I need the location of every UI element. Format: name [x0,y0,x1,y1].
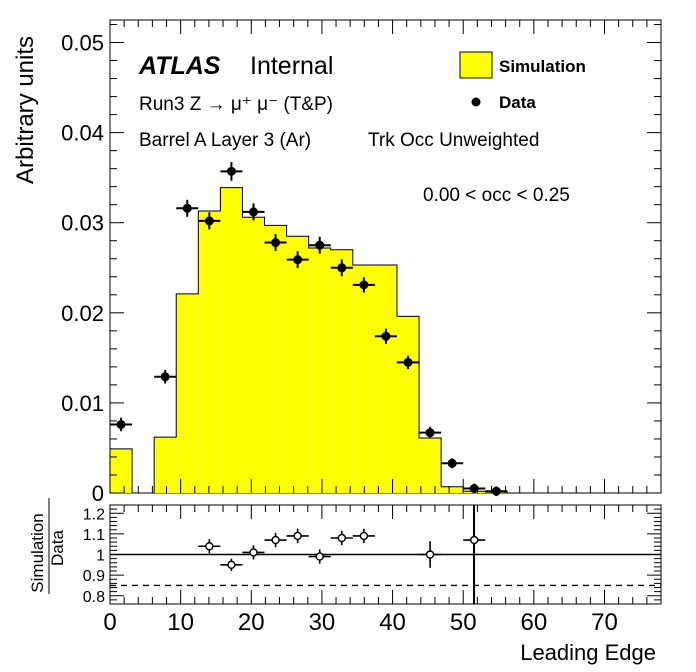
legend-swatch-simulation [459,51,493,79]
ratio-point [271,535,280,545]
simulation-bar [264,225,287,493]
data-point [425,428,435,438]
simulation-bar [330,249,353,493]
ratio-y-tick-label: 0.9 [83,568,105,585]
y-tick-label: 0.05 [61,31,104,56]
simulation-bar [220,187,243,493]
ratio-point [293,531,302,541]
x-tick-label: 50 [450,609,477,636]
data-point [337,263,347,273]
simulation-bar [198,211,221,494]
simulation-bar [308,247,331,493]
ratio-panel-axes: 0.8 0.9 1 1.1 1.2 0 10 20 30 40 50 60 70 [83,505,662,636]
weighting-label: Trk Occ Unweighted [368,130,539,151]
ratio-point [315,552,324,561]
x-tick-label: 20 [238,609,265,636]
ratio-point [425,550,435,559]
y-tick-label: 0.01 [61,391,104,416]
simulation-outline [109,187,508,494]
x-tick-label: 60 [520,609,547,636]
ratio-point [205,542,214,551]
ratio-point [470,535,479,545]
simulation-bar [242,217,265,493]
data-point [226,166,236,176]
ratio-point [249,548,258,557]
simulation-bar [352,265,375,493]
data-point [248,207,258,217]
y-tick-label: 0.02 [61,301,104,326]
process-label: Run3 Z → μ⁺ μ⁻ (T&P) [139,94,333,115]
ratio-y-tick-label: 0.8 [83,589,105,606]
data-point [381,331,391,341]
data-point [359,280,369,290]
ratio-y-tick-label: 1 [96,548,105,565]
atlas-label: ATLAS [138,52,221,80]
data-point [271,238,281,248]
main-panel-marks [109,161,508,497]
ratio-point [337,533,346,543]
simulation-bar [176,293,199,493]
data-point [116,420,126,430]
region-label: Barrel A Layer 3 (Ar) [139,130,311,151]
data-point [491,486,501,496]
simulation-bar [110,448,133,493]
x-tick-label: 10 [167,609,194,636]
simulation-bar [441,486,464,493]
legend: Simulation Data [459,51,586,112]
x-axis-title: Leading Edge [520,640,656,665]
data-point [293,255,303,265]
ratio-panel-marks [110,505,661,604]
data-point [204,216,214,226]
simulation-bar [374,265,397,493]
x-tick-label: 0 [103,609,116,636]
ratio-point [227,560,236,570]
data-point [403,357,413,367]
data-point [315,240,325,250]
y-tick-label: 0.03 [61,211,104,236]
simulation-bar [419,438,442,493]
data-point [182,203,192,213]
occupancy-label: 0.00 < occ < 0.25 [423,185,570,206]
simulation-bar [286,236,309,493]
ratio-y-numerator: Simulation [28,513,47,592]
ratio-point [359,531,369,541]
data-point [160,372,170,382]
main-panel-axes: 0 0.01 0.02 0.03 0.04 0.05 [61,20,662,506]
simulation-bar [154,437,177,493]
legend-label-simulation: Simulation [499,57,586,76]
x-tick-label: 30 [309,609,336,636]
y-tick-label: 0.04 [61,121,104,146]
ratio-y-tick-label: 1.2 [83,506,105,523]
x-tick-label: 40 [379,609,406,636]
y-tick-label: 0 [92,481,104,506]
legend-label-data: Data [499,93,536,112]
legend-marker-data [471,97,481,107]
data-point [469,483,479,493]
x-tick-label: 70 [591,609,618,636]
simulation-bar [396,316,420,493]
ratio-y-tick-label: 1.1 [83,527,105,544]
internal-label: Internal [250,52,333,80]
ratio-y-denominator: Data [48,530,67,566]
y-axis-title: Arbitrary units [12,36,39,184]
data-point [447,458,457,468]
